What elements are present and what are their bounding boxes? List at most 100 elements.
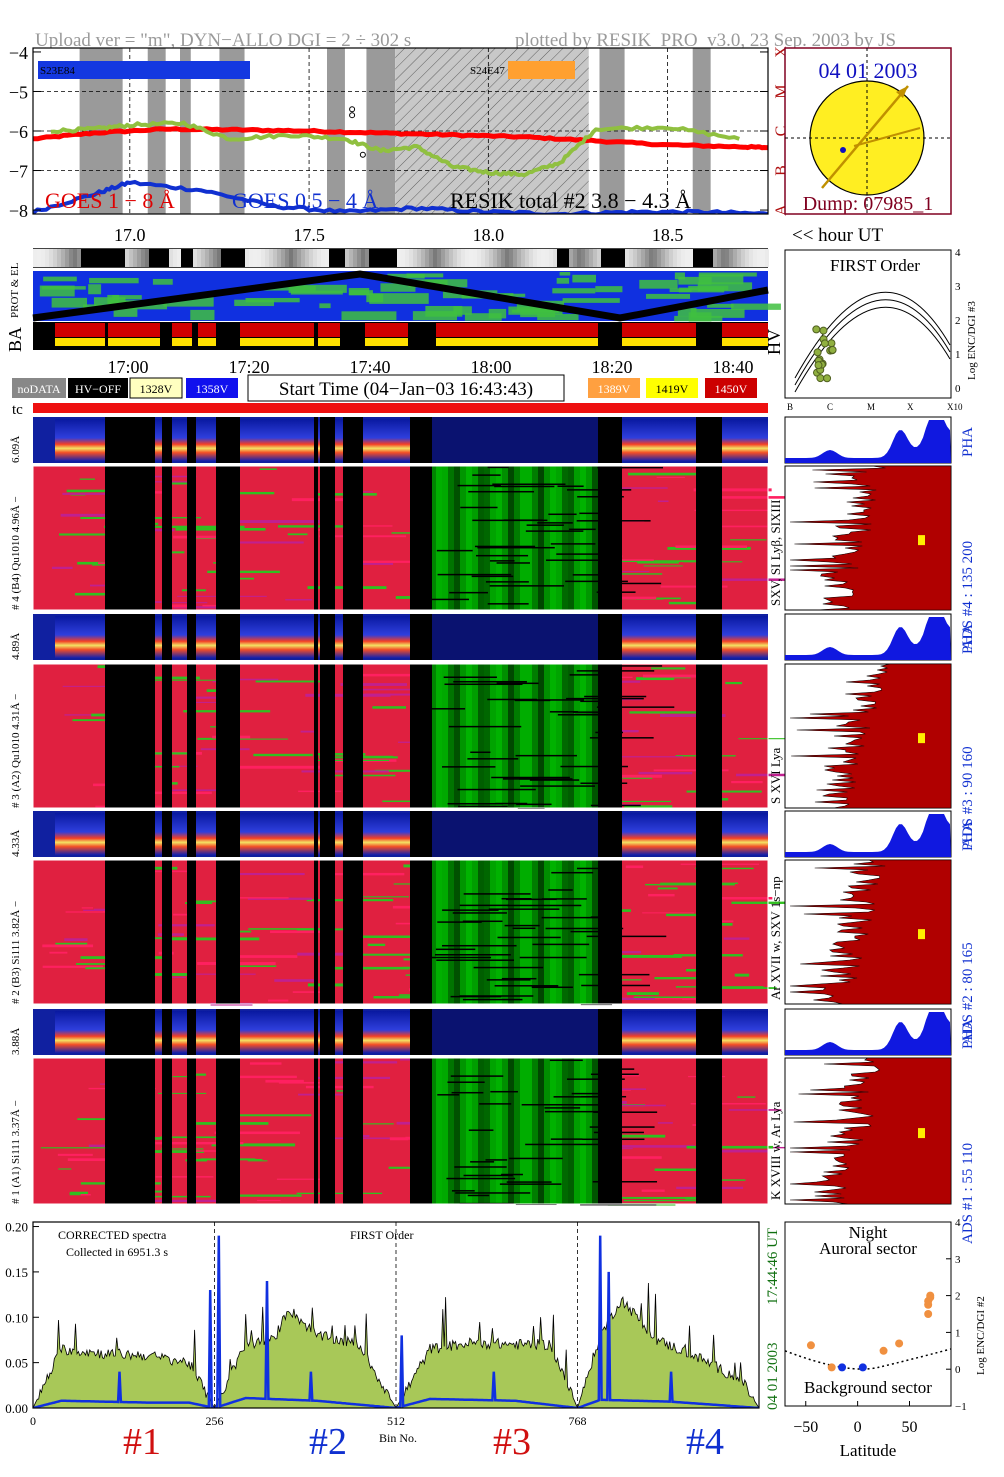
pha-wavelength-label: 4.33Å (10, 830, 22, 857)
goes-series (33, 106, 768, 214)
latitude-x-tick: 50 (902, 1419, 918, 1436)
latitude-y-tick: 0 (955, 1364, 961, 1376)
night-label: Night (849, 1223, 888, 1242)
event-bar-s23e84 (38, 61, 250, 79)
data-marker (349, 112, 356, 119)
first-order-point (812, 325, 821, 334)
first-order-y-tick: 3 (955, 281, 961, 293)
channel-label: # 1 (A1) Si111 3.37Å − (10, 1100, 22, 1204)
goes-series-line (33, 179, 768, 214)
status-strips: PROT & EL BA HV 17:00 17:20 17:40 18:00 18:2… (5, 248, 784, 377)
latitude-y-tick: 1 (955, 1327, 961, 1339)
latitude-point (879, 1346, 888, 1355)
channel-2: 4.33Å # 2 (B3) Si111 3.82Å − PHA Ar XVII w,… (10, 810, 976, 1044)
flare-class-label: B (773, 165, 790, 176)
channel-4: 6.09Å # 4 (B4) Qu1010 4.96Å − PHA SXV, SI L… (10, 416, 976, 650)
line-identification: K XVIII w, Ar Lya (768, 1101, 783, 1200)
latitude-point (926, 1291, 935, 1300)
ads-label: ADS #1 : 55 110 (960, 1143, 976, 1244)
goes-y-tick: −6 (9, 122, 28, 142)
strip-time-tick: 18:00 (470, 357, 511, 377)
pha-histogram (785, 420, 951, 463)
legend-nodata: noDATA (17, 382, 60, 396)
legend-1358v: 1358V (196, 382, 229, 396)
channel-label: # 2 (B3) Si111 3.82Å − (10, 901, 22, 1004)
latitude-y-tick: 2 (955, 1291, 961, 1303)
flare-class-label: C (773, 126, 790, 137)
spectrum-x-tick: 512 (387, 1414, 405, 1428)
first-order-x-tick: X10 (947, 402, 963, 412)
latitude-x-tick: 0 (854, 1419, 862, 1436)
detector-label: #3 (493, 1421, 531, 1463)
event-label-s24e47: S24E47 (470, 65, 505, 77)
legend-resik-total: RESIK total #2 3.8 − 4.3 Å (450, 188, 691, 213)
hv-label: HV (764, 329, 784, 355)
spectrum-y-tick: 0.15 (5, 1265, 28, 1280)
strip-time-tick: 17:00 (107, 357, 148, 377)
latitude-y-tick: 4 (955, 1217, 961, 1229)
line-identification: SXV, SI Lyβ, SIXIII (768, 500, 783, 606)
first-order-point (827, 339, 836, 348)
spectrum-note-1: CORRECTED spectra (58, 1228, 167, 1242)
channel-panels: 6.09Å # 4 (B4) Qu1010 4.96Å − PHA SXV, SI L… (10, 416, 976, 1244)
first-order-point (813, 348, 822, 357)
start-time: Start Time (04−Jan−03 16:43:43) (279, 379, 533, 400)
first-order-y-tick: 2 (955, 315, 961, 327)
goes-y-ticks: −4 −5 −6 −7 −8 (9, 43, 768, 221)
strip-time-tick: 17:20 (228, 357, 269, 377)
pha-histogram (785, 1012, 951, 1055)
plotted-header: plotted by RESIK_PRO_v3.0, 23 Sep. 2003 … (515, 30, 896, 51)
first-order-point (814, 361, 823, 370)
latitude-point (895, 1339, 904, 1348)
event-label-s23e84: S23E84 (40, 65, 75, 77)
tc-strip (33, 403, 768, 413)
first-order-point (823, 374, 832, 383)
first-order-point (820, 339, 829, 348)
upload-header: Upload ver = "m", DYN−ALLO DGI = 2 ÷ 302… (35, 30, 411, 51)
first-order-point (816, 374, 825, 383)
data-marker (359, 151, 366, 158)
channel-3: 4.89Å # 3 (A2) Qu1010 4.31Å − PHA S XVI Lya… (10, 613, 976, 848)
goes-x-tick: 17.5 (293, 225, 325, 245)
spectrum-x-tick: 768 (569, 1414, 587, 1428)
channel-label: # 4 (B4) Qu1010 4.96Å − (10, 496, 22, 610)
legend-goes-05-4: GOES 0.5 − 4 Å (232, 188, 378, 213)
legend-1450v: 1450V (715, 382, 748, 396)
goes-y-tick: −4 (9, 43, 28, 63)
first-order-x-tick: M (867, 402, 875, 412)
spectrum-time: 17:44:46 UT (765, 1228, 781, 1305)
spectrum-date: 04 01 2003 (765, 1343, 781, 1411)
legend-goes-1-8: GOES 1 − 8 Å (45, 188, 175, 213)
ads-label: ADS #3 : 90 160 (960, 746, 976, 848)
spectrum-y-tick: 0.20 (5, 1220, 28, 1235)
latitude-y-tick: 3 (955, 1254, 961, 1266)
spectrum-note-2: Collected in 6951.3 s (66, 1245, 168, 1259)
latitude-y-label: Log ENC/DGI #2 (975, 1296, 987, 1375)
first-order-panel: FIRST Order 4 3 2 1 0 B C M X X10 Log ENC/DGI #3 (784, 247, 978, 412)
first-order-title: FIRST Order (830, 256, 920, 275)
gray-strip (33, 249, 769, 267)
detector-label: #4 (686, 1421, 724, 1463)
spectrum-title: FIRST Order (350, 1228, 413, 1242)
latitude-point (838, 1363, 847, 1372)
ba-label: BA (5, 327, 25, 352)
ads-label: ADS #4 : 135 200 (960, 541, 976, 650)
goes-x-ticks: 17.0 17.5 18.0 18.5 << hour UT (114, 225, 883, 246)
spectral-profile (789, 1057, 952, 1205)
spectral-profile (789, 465, 952, 611)
spectral-profile (789, 663, 952, 809)
strip-time-tick: 18:40 (712, 357, 753, 377)
goes-y-tick: −8 (9, 201, 28, 221)
background-label: Background sector (804, 1378, 932, 1397)
first-order-y-label: Log ENC/DGI #3 (966, 301, 978, 380)
detector-label: #1 (123, 1421, 161, 1463)
pha-label: PHA (960, 1019, 976, 1049)
pha-wavelength-label: 6.09Å (10, 436, 22, 463)
spectrum-y-tick: 0.05 (5, 1356, 28, 1371)
spectrum-x-tick: 256 (206, 1414, 224, 1428)
spectrum-y-tick: 0.00 (5, 1401, 28, 1416)
sun-disk-panel: 04 01 2003 Dump: 07985_1 (784, 47, 952, 215)
active-region-marker (840, 147, 846, 153)
first-order-x-tick: B (787, 402, 793, 412)
